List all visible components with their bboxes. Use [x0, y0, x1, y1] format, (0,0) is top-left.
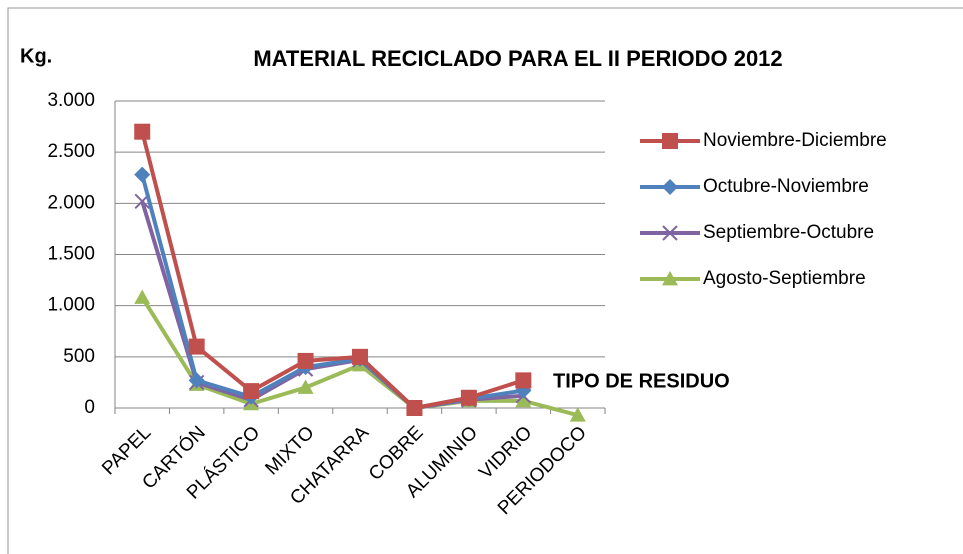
marker [406, 400, 423, 416]
y-tick-label: 3.000 [47, 90, 95, 111]
marker [134, 166, 151, 183]
marker [243, 383, 260, 400]
marker [297, 352, 314, 369]
legend-label: Septiembre-Octubre [703, 222, 874, 243]
marker [460, 389, 477, 406]
x-axis-label: TIPO DE RESIDUO [553, 370, 730, 392]
marker [134, 289, 151, 304]
marker [352, 348, 368, 365]
legend-label: Noviembre-Diciembre [703, 130, 887, 151]
legend-label: Agosto-Septiembre [703, 268, 866, 289]
y-tick-label: 2.000 [47, 192, 95, 213]
marker [662, 133, 678, 149]
legend-label: Octubre-Noviembre [703, 176, 869, 197]
marker [188, 338, 205, 355]
y-tick-label: 1.000 [47, 295, 95, 316]
y-axis-label: Kg. [20, 45, 52, 67]
y-tick-label: 1.500 [47, 244, 95, 265]
marker [297, 379, 314, 394]
y-tick-label: 0 [84, 397, 95, 418]
marker [569, 407, 586, 422]
marker [188, 372, 205, 389]
chart-title: MATERIAL RECICLADO PARA EL II PERIODO 20… [253, 46, 782, 71]
y-tick-label: 2.500 [47, 141, 95, 162]
marker [134, 123, 151, 140]
marker [662, 179, 678, 195]
marker [515, 392, 532, 408]
marker [515, 372, 532, 389]
marker [662, 225, 678, 241]
y-tick-label: 500 [63, 346, 95, 367]
marker [662, 271, 678, 286]
series-line [140, 131, 524, 410]
